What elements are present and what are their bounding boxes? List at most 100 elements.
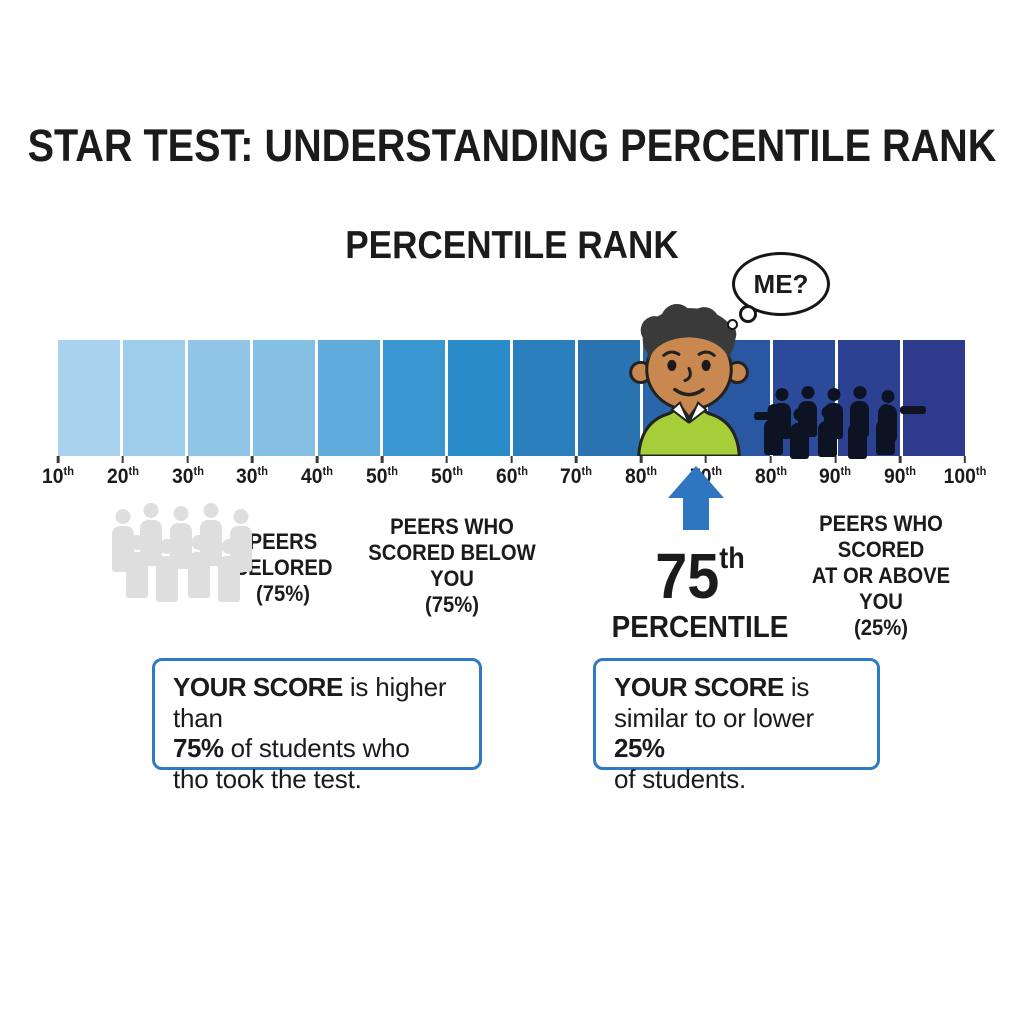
- score-box-higher: YOUR SCORE is higher than 75% of student…: [152, 658, 482, 794]
- score-box-line: of students.: [614, 763, 747, 794]
- percentile-number: 75: [655, 540, 720, 612]
- scale-segment-3: [188, 340, 250, 456]
- section-title: PERCENTILE RANK: [345, 224, 679, 267]
- gray-person-icon: [218, 539, 240, 602]
- percent-value: 25%: [614, 733, 665, 763]
- tick-label: 60th: [495, 464, 528, 488]
- silhouette-arm-streak: [754, 412, 778, 420]
- scale-segment-14: [903, 340, 965, 456]
- tick-label: 20th: [106, 464, 139, 488]
- tick-mark: [575, 456, 578, 463]
- silhouette-arm-streak: [900, 406, 926, 414]
- tick-label: 50th: [365, 464, 398, 488]
- caption-line: PEERS: [248, 529, 318, 554]
- tick-mark: [704, 456, 708, 463]
- scale-segment-5: [318, 340, 380, 456]
- caption-line: PEERS WHO: [390, 514, 514, 539]
- student-character-illustration: [629, 304, 749, 458]
- score-box-line: tho took the test.: [173, 763, 362, 794]
- tick-mark: [834, 456, 837, 463]
- tick-label: 80th: [625, 464, 658, 488]
- tick-label: 50th: [430, 464, 463, 488]
- tick-60th-7: 60th: [494, 456, 529, 489]
- tick-50th-5: 50th: [365, 456, 400, 489]
- tick-label: 70th: [560, 464, 593, 488]
- tick-mark: [315, 456, 319, 463]
- tick-label: 10th: [42, 464, 74, 488]
- tick-mark: [56, 456, 60, 463]
- scale-segment-2: [123, 340, 185, 456]
- tick-90th-12: 90th: [818, 456, 853, 489]
- tick-mark: [121, 456, 125, 463]
- caption-line: AT OR ABOVE YOU: [811, 563, 951, 614]
- caption-line: (75%): [425, 592, 479, 617]
- dark-person-icon: [818, 406, 837, 457]
- score-box-line: YOUR SCORE is: [614, 672, 810, 702]
- tick-80th-9: 80th: [624, 456, 659, 489]
- percentile-marker-arrow: [668, 466, 724, 535]
- caption-line: (75%): [256, 581, 310, 606]
- tick-mark: [445, 456, 448, 463]
- tick-mark: [186, 456, 189, 463]
- tick-label: 40th: [301, 464, 334, 488]
- scale-segment-6: [383, 340, 445, 456]
- tick-20th-1: 20th: [105, 456, 140, 489]
- up-arrow-icon: [668, 466, 724, 530]
- tick-label: 30th: [171, 464, 204, 488]
- scale-segment-1: [58, 340, 120, 456]
- tick-90th-13: 90th: [883, 456, 918, 489]
- peers-below-caption: PEERS WHO SCORED BELOW YOU (75%): [360, 514, 544, 618]
- tick-label: 30th: [236, 464, 269, 488]
- percentile-value: 75th: [610, 530, 790, 608]
- tick-40th-4: 40th: [300, 456, 335, 489]
- tick-100th-14: 100th: [942, 456, 988, 489]
- tick-30th-2: 30th: [170, 456, 205, 489]
- score-box-line: similar to or lower 25%: [614, 702, 814, 764]
- page-title: STAR TEST: UNDERSTANDING PERCENTILE RANK: [27, 120, 997, 171]
- your-score-label: YOUR SCORE: [173, 672, 343, 702]
- tick-label: 90th: [884, 464, 917, 488]
- peers-above-silhouettes: [754, 386, 926, 459]
- scale-segment-8: [513, 340, 575, 456]
- thought-bubble-dot: [727, 319, 738, 330]
- tick-label: 100th: [943, 464, 987, 488]
- score-box-line: YOUR SCORE is higher than: [173, 672, 447, 733]
- peers-above-caption: PEERS WHO SCORED AT OR ABOVE YOU (25%): [789, 511, 973, 641]
- tick-80th-11: 80th: [753, 456, 788, 489]
- tick-mark: [251, 456, 254, 463]
- tick-30th-3: 30th: [235, 456, 270, 489]
- caption-line: PEERS WHO SCORED: [819, 511, 943, 562]
- student-character: [624, 297, 754, 458]
- caption-line: (25%): [854, 615, 908, 640]
- scale-segment-4: [253, 340, 315, 456]
- tick-mark: [380, 456, 384, 463]
- dark-person-icon: [790, 408, 809, 459]
- tick-70th-8: 70th: [559, 456, 594, 489]
- tick-label: 90th: [819, 464, 852, 488]
- peers-below-silhouettes: [112, 503, 262, 603]
- tick-mark: [510, 456, 513, 463]
- scale-ticks: 10th 20th 30th 30th 40th 50th 50th 60th 70th 80th…: [42, 456, 986, 500]
- percentile-marker-text: 75th PERCENTILE: [600, 530, 800, 645]
- tick-50th-6: 50th: [429, 456, 464, 489]
- tick-mark: [963, 456, 967, 463]
- gray-person-icon: [188, 535, 210, 598]
- your-score-label: YOUR SCORE: [614, 672, 784, 702]
- tick-label: 80th: [754, 464, 787, 488]
- tick-10th-0: 10th: [41, 456, 76, 489]
- thought-bubble-dot: [739, 305, 757, 323]
- percent-value: 75%: [173, 733, 224, 763]
- caption-line: SCORED BELOW YOU: [368, 540, 536, 591]
- percentile-label: PERCENTILE: [611, 609, 789, 644]
- dark-person-icon: [848, 408, 867, 459]
- gray-person-icon: [126, 535, 148, 598]
- scale-segment-7: [448, 340, 510, 456]
- tick-mark: [769, 456, 772, 463]
- scale-segment-9: [578, 340, 640, 456]
- tick-mark: [898, 456, 902, 463]
- gray-person-icon: [156, 539, 178, 602]
- thought-bubble-text: ME?: [753, 268, 809, 299]
- dark-person-icon: [876, 404, 895, 455]
- score-box-line: 75% of students who: [173, 733, 410, 763]
- percentile-suffix: th: [719, 542, 745, 575]
